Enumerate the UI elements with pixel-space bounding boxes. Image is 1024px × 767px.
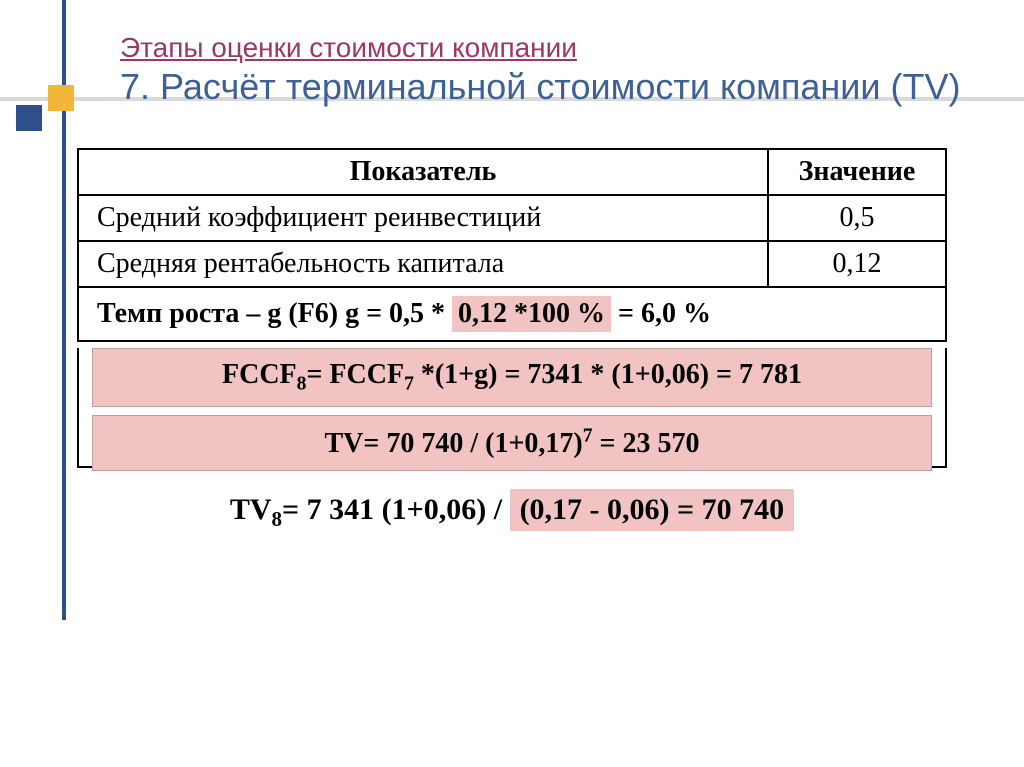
row2-label: Средняя рентабельность капитала <box>78 241 768 287</box>
table-row: Средняя рентабельность капитала 0,12 <box>78 241 946 287</box>
growth-rate-row: Темп роста – g (F6) g = 0,5 * 0,12 *100 … <box>77 288 947 342</box>
content-area: Показатель Значение Средний коэффициент … <box>30 148 994 532</box>
growth-highlight: 0,12 *100 % <box>452 296 611 332</box>
growth-tail: = 6,0 % <box>618 298 711 329</box>
row1-value: 0,5 <box>768 195 946 241</box>
title-breadcrumb: Этапы оценки стоимости компании <box>120 30 994 65</box>
decor-square-navy <box>16 105 42 131</box>
table-header-row: Показатель Значение <box>78 149 946 195</box>
tv-base-highlight: (0,17 - 0,06) = 70 740 <box>510 489 795 531</box>
row2-value: 0,12 <box>768 241 946 287</box>
tv-base-prefix: TV8= 7 341 (1+0,06) / <box>230 493 502 526</box>
header-value: Значение <box>768 149 946 195</box>
tv-discounted-formula: TV= 70 740 / (1+0,17)7 = 23 570 <box>92 415 932 471</box>
header-indicator: Показатель <box>78 149 768 195</box>
decor-square-yellow <box>48 85 74 111</box>
row1-label: Средний коэффициент реинвестиций <box>78 195 768 241</box>
parameters-table: Показатель Значение Средний коэффициент … <box>77 148 947 288</box>
formula-overlay-area: FCCF8= FCCF7 *(1+g) = 7341 * (1+0,06) = … <box>77 348 947 471</box>
fccf-formula: FCCF8= FCCF7 *(1+g) = 7341 * (1+0,06) = … <box>92 348 932 407</box>
title-main: 7. Расчёт терминальной стоимости компани… <box>120 65 994 108</box>
tv-base-formula: TV8= 7 341 (1+0,06) / (0,17 - 0,06) = 70… <box>30 489 994 532</box>
slide-title: Этапы оценки стоимости компании 7. Расчё… <box>120 30 994 108</box>
table-row: Средний коэффициент реинвестиций 0,5 <box>78 195 946 241</box>
growth-prefix: Темп роста – g (F6) g = 0,5 * <box>97 298 445 329</box>
fccf-text: FCCF8= FCCF7 *(1+g) = 7341 * (1+0,06) = … <box>222 359 802 390</box>
tv-disc-text: TV= 70 740 / (1+0,17)7 = 23 570 <box>325 428 700 459</box>
